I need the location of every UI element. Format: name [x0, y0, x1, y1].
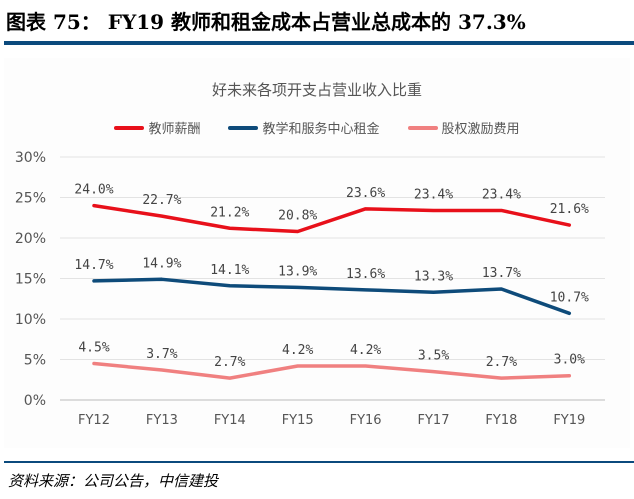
legend-item: 教师薪酬: [114, 118, 200, 137]
data-label: 14.9%: [142, 256, 181, 271]
series-line-0: [92, 203, 572, 234]
legend-swatch: [407, 125, 438, 130]
legend-swatch: [228, 125, 259, 130]
x-tick-label: FY15: [282, 413, 314, 428]
data-label: 13.9%: [278, 264, 317, 279]
legend-swatch: [114, 125, 145, 130]
legend-item: 股权激励费用: [407, 118, 520, 137]
x-tick-label: FY16: [350, 413, 382, 428]
series-line-2: [92, 361, 572, 380]
y-tick-label: 25%: [15, 191, 46, 207]
data-label: 3.0%: [554, 353, 585, 368]
y-tick-label: 30%: [15, 150, 46, 166]
data-label: 4.2%: [282, 343, 313, 358]
legend-label: 教师薪酬: [148, 122, 201, 137]
data-label: 23.4%: [414, 187, 453, 202]
y-tick-label: 20%: [15, 231, 46, 247]
data-label: 2.7%: [214, 355, 245, 370]
data-label: 22.7%: [142, 193, 181, 208]
y-tick-label: 0%: [24, 393, 46, 409]
chart-area: [4, 58, 630, 448]
x-tick-label: FY19: [553, 413, 585, 428]
x-tick-label: FY13: [146, 413, 178, 428]
x-tick-label: FY18: [485, 413, 517, 428]
data-label: 13.6%: [346, 267, 385, 282]
series-line-1: [92, 277, 572, 316]
data-label: 2.7%: [486, 355, 517, 370]
data-label: 3.5%: [418, 349, 449, 364]
legend-item: 教学和服务中心租金: [228, 118, 380, 137]
legend-label: 教学和服务中心租金: [262, 122, 380, 137]
figure-title: 图表 75： FY19 教师和租金成本占营业总成本的 37.3%: [6, 10, 526, 34]
y-tick-label: 15%: [15, 272, 46, 288]
legend: 教师薪酬 教学和服务中心租金 股权激励费用: [0, 118, 634, 137]
data-label: 4.2%: [350, 343, 381, 358]
data-label: 21.2%: [210, 205, 249, 220]
y-tick-label: 5%: [24, 353, 46, 369]
data-label: 3.7%: [146, 347, 177, 362]
footer-divider: [4, 461, 634, 463]
x-tick-label: FY14: [214, 413, 246, 428]
source-note: 资料来源：公司公告，中信建投: [8, 472, 219, 490]
data-label: 4.5%: [78, 341, 109, 356]
data-label: 24.0%: [74, 183, 113, 198]
data-label: 13.7%: [482, 266, 521, 281]
data-label: 14.7%: [74, 258, 113, 273]
data-label: 10.7%: [550, 290, 589, 305]
data-label: 20.8%: [278, 209, 317, 224]
data-label: 21.6%: [550, 202, 589, 217]
data-label: 23.4%: [482, 187, 521, 202]
data-label: 23.6%: [346, 186, 385, 201]
x-tick-label: FY17: [418, 413, 450, 428]
data-label: 14.1%: [210, 263, 249, 278]
legend-label: 股权激励费用: [441, 122, 520, 137]
chart-title: 好未来各项开支占营业收入比重: [211, 81, 422, 99]
title-divider: [4, 41, 634, 45]
x-tick-label: FY12: [78, 413, 110, 428]
y-tick-label: 10%: [15, 312, 46, 328]
data-label: 13.3%: [414, 269, 453, 284]
